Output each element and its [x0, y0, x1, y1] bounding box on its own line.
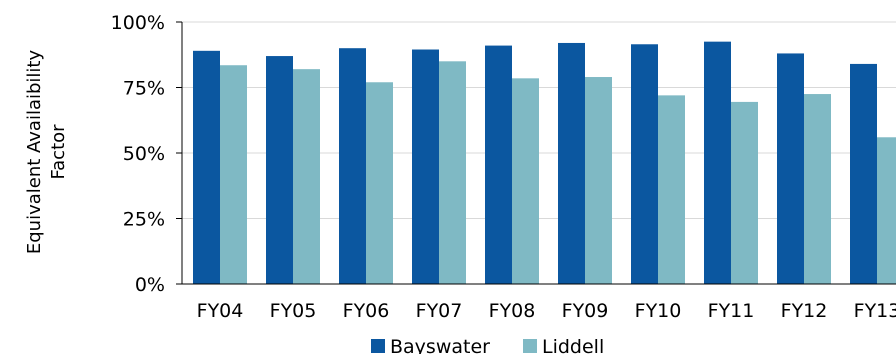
bar-bayswater-fy06	[339, 48, 366, 285]
bar-bayswater-fy09	[558, 42, 585, 285]
y-tick-label: 50%	[123, 143, 165, 165]
bar-bayswater-fy08	[485, 45, 512, 284]
x-tick-label: FY10	[635, 300, 682, 322]
bar-liddell-fy08	[512, 78, 539, 284]
bar-liddell-fy09	[585, 77, 612, 285]
legend: Bayswater Liddell	[371, 336, 604, 354]
bar-liddell-fy05	[293, 69, 320, 284]
x-tick-label: FY05	[270, 300, 317, 322]
legend-swatch-bayswater	[371, 339, 385, 353]
x-tick-label: FY12	[781, 300, 828, 322]
bar-liddell-fy06	[366, 82, 393, 284]
y-axis-title-line1: Equivalent Availaibility	[24, 50, 45, 255]
x-tick-label: FY09	[562, 300, 609, 322]
y-tick-label: 75%	[123, 78, 165, 100]
bar-liddell-fy07	[439, 61, 466, 284]
x-tick-label: FY04	[197, 300, 244, 322]
y-axis-title-line2: Factor	[48, 124, 69, 180]
bar-bayswater-fy12	[777, 53, 804, 284]
x-tick-label: FY06	[343, 300, 390, 322]
x-tick-label: FY11	[708, 300, 755, 322]
bar-bayswater-fy11	[704, 41, 731, 285]
bar-liddell-fy04	[220, 65, 247, 284]
tick-labels: 0% 25% 50% 75% 100% FY04 FY05 FY06 FY07 FY08 FY09 F…	[111, 12, 896, 322]
bar-liddell-fy10	[658, 95, 685, 284]
bar-liddell-fy11	[731, 101, 758, 284]
bar-liddell-fy12	[804, 94, 831, 284]
bar-bayswater-fy05	[266, 56, 293, 285]
x-tick-label: FY13	[854, 300, 896, 322]
legend-label-bayswater: Bayswater	[390, 336, 490, 354]
bar-bayswater-fy07	[412, 49, 439, 285]
bar-liddell-fy13	[877, 137, 896, 284]
bar-bayswater-fy13	[850, 63, 877, 284]
y-tick-label: 25%	[123, 209, 165, 231]
axes	[176, 21, 896, 285]
bars	[193, 41, 896, 285]
bar-bayswater-fy04	[193, 50, 220, 284]
x-tick-label: FY08	[489, 300, 536, 322]
y-tick-label: 0%	[135, 274, 165, 296]
legend-label-liddell: Liddell	[542, 336, 604, 354]
bar-bayswater-fy10	[631, 44, 658, 284]
legend-swatch-liddell	[523, 339, 537, 353]
y-tick-label: 100%	[111, 12, 165, 34]
x-tick-label: FY07	[416, 300, 463, 322]
